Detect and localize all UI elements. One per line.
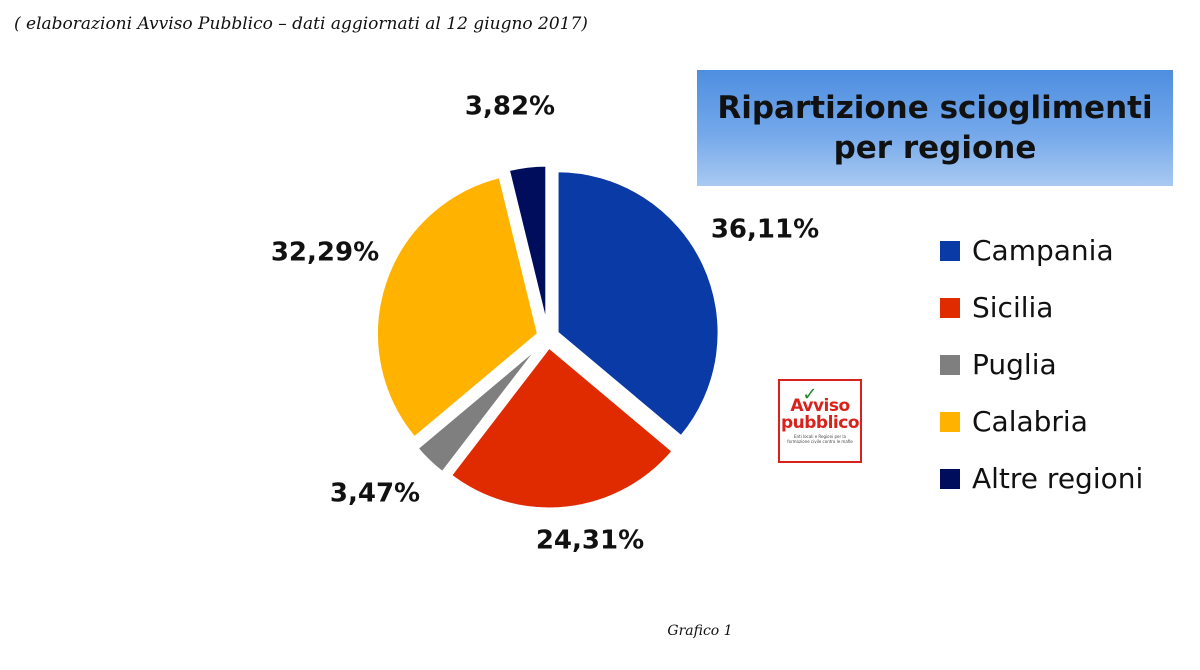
checkmark-icon: ✓	[802, 384, 818, 405]
legend-label-altre-regioni: Altre regioni	[972, 462, 1144, 495]
logo-word-2: pubblico	[780, 413, 860, 433]
legend-swatch-puglia	[940, 354, 960, 375]
legend-swatch-altre-regioni	[940, 468, 960, 489]
pie-slice-puglia	[414, 343, 543, 475]
chart-title: Ripartizione scioglimenti per regione	[717, 88, 1152, 169]
avviso-pubblico-logo: ✓ Avviso pubblico Enti locali e Regioni …	[778, 379, 862, 463]
logo-tagline: Enti locali e Regioni per la formazione …	[787, 434, 853, 444]
pie-slice-altre-regioni	[506, 163, 549, 328]
chart-title-line-1: Ripartizione scioglimenti	[717, 89, 1153, 126]
legend-label-puglia: Puglia	[972, 348, 1057, 381]
chart-title-line-2: per regione	[833, 130, 1037, 166]
chart-legend: Campania Sicilia Puglia Calabria Altre r…	[940, 222, 1143, 507]
legend-label-campania: Campania	[972, 234, 1114, 267]
legend-item-puglia: Puglia	[940, 336, 1143, 393]
pie-slice-campania	[555, 169, 721, 440]
legend-swatch-campania	[940, 240, 960, 261]
source-note: ( elaborazioni Avviso Pubblico – dati ag…	[14, 14, 588, 34]
pie-slice-calabria	[375, 174, 541, 441]
legend-swatch-calabria	[940, 411, 960, 432]
chart-title-box: Ripartizione scioglimenti per regione	[697, 70, 1173, 186]
legend-label-calabria: Calabria	[972, 405, 1088, 438]
data-label-campania: 36,11%	[711, 215, 819, 245]
data-label-calabria: 32,29%	[271, 238, 379, 268]
legend-label-sicilia: Sicilia	[972, 291, 1054, 324]
legend-item-altre-regioni: Altre regioni	[940, 450, 1143, 507]
legend-item-calabria: Calabria	[940, 393, 1143, 450]
pie-slice-sicilia	[448, 344, 676, 511]
logo-word-1: Avviso	[790, 396, 850, 416]
legend-swatch-sicilia	[940, 297, 960, 318]
data-label-altre-regioni: 3,82%	[465, 92, 555, 122]
data-label-sicilia: 24,31%	[536, 526, 644, 556]
data-label-puglia: 3,47%	[330, 479, 420, 509]
legend-item-campania: Campania	[940, 222, 1143, 279]
legend-item-sicilia: Sicilia	[940, 279, 1143, 336]
figure-caption: Grafico 1	[667, 623, 733, 639]
